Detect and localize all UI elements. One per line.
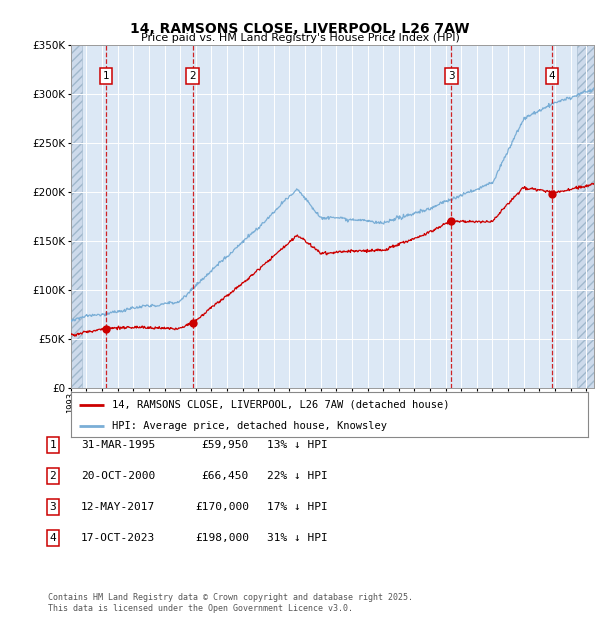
Text: 3: 3 — [49, 502, 56, 512]
Text: Contains HM Land Registry data © Crown copyright and database right 2025.
This d: Contains HM Land Registry data © Crown c… — [48, 593, 413, 613]
Text: 4: 4 — [49, 533, 56, 543]
Text: 31-MAR-1995: 31-MAR-1995 — [81, 440, 155, 450]
Text: 4: 4 — [548, 71, 555, 81]
Text: 22% ↓ HPI: 22% ↓ HPI — [267, 471, 328, 481]
Text: 17% ↓ HPI: 17% ↓ HPI — [267, 502, 328, 512]
Text: £170,000: £170,000 — [195, 502, 249, 512]
Text: Price paid vs. HM Land Registry's House Price Index (HPI): Price paid vs. HM Land Registry's House … — [140, 33, 460, 43]
Text: 13% ↓ HPI: 13% ↓ HPI — [267, 440, 328, 450]
Text: 1: 1 — [103, 71, 109, 81]
Bar — [71, 45, 82, 388]
Text: £198,000: £198,000 — [195, 533, 249, 543]
Text: 12-MAY-2017: 12-MAY-2017 — [81, 502, 155, 512]
Text: HPI: Average price, detached house, Knowsley: HPI: Average price, detached house, Know… — [112, 421, 387, 431]
Text: £66,450: £66,450 — [202, 471, 249, 481]
Text: 14, RAMSONS CLOSE, LIVERPOOL, L26 7AW: 14, RAMSONS CLOSE, LIVERPOOL, L26 7AW — [130, 22, 470, 36]
Text: 3: 3 — [448, 71, 455, 81]
Text: 2: 2 — [49, 471, 56, 481]
Text: 1: 1 — [49, 440, 56, 450]
Bar — [577, 45, 594, 388]
Text: £59,950: £59,950 — [202, 440, 249, 450]
Text: 17-OCT-2023: 17-OCT-2023 — [81, 533, 155, 543]
Text: 31% ↓ HPI: 31% ↓ HPI — [267, 533, 328, 543]
Text: 20-OCT-2000: 20-OCT-2000 — [81, 471, 155, 481]
Text: 2: 2 — [190, 71, 196, 81]
Text: 14, RAMSONS CLOSE, LIVERPOOL, L26 7AW (detached house): 14, RAMSONS CLOSE, LIVERPOOL, L26 7AW (d… — [112, 400, 449, 410]
